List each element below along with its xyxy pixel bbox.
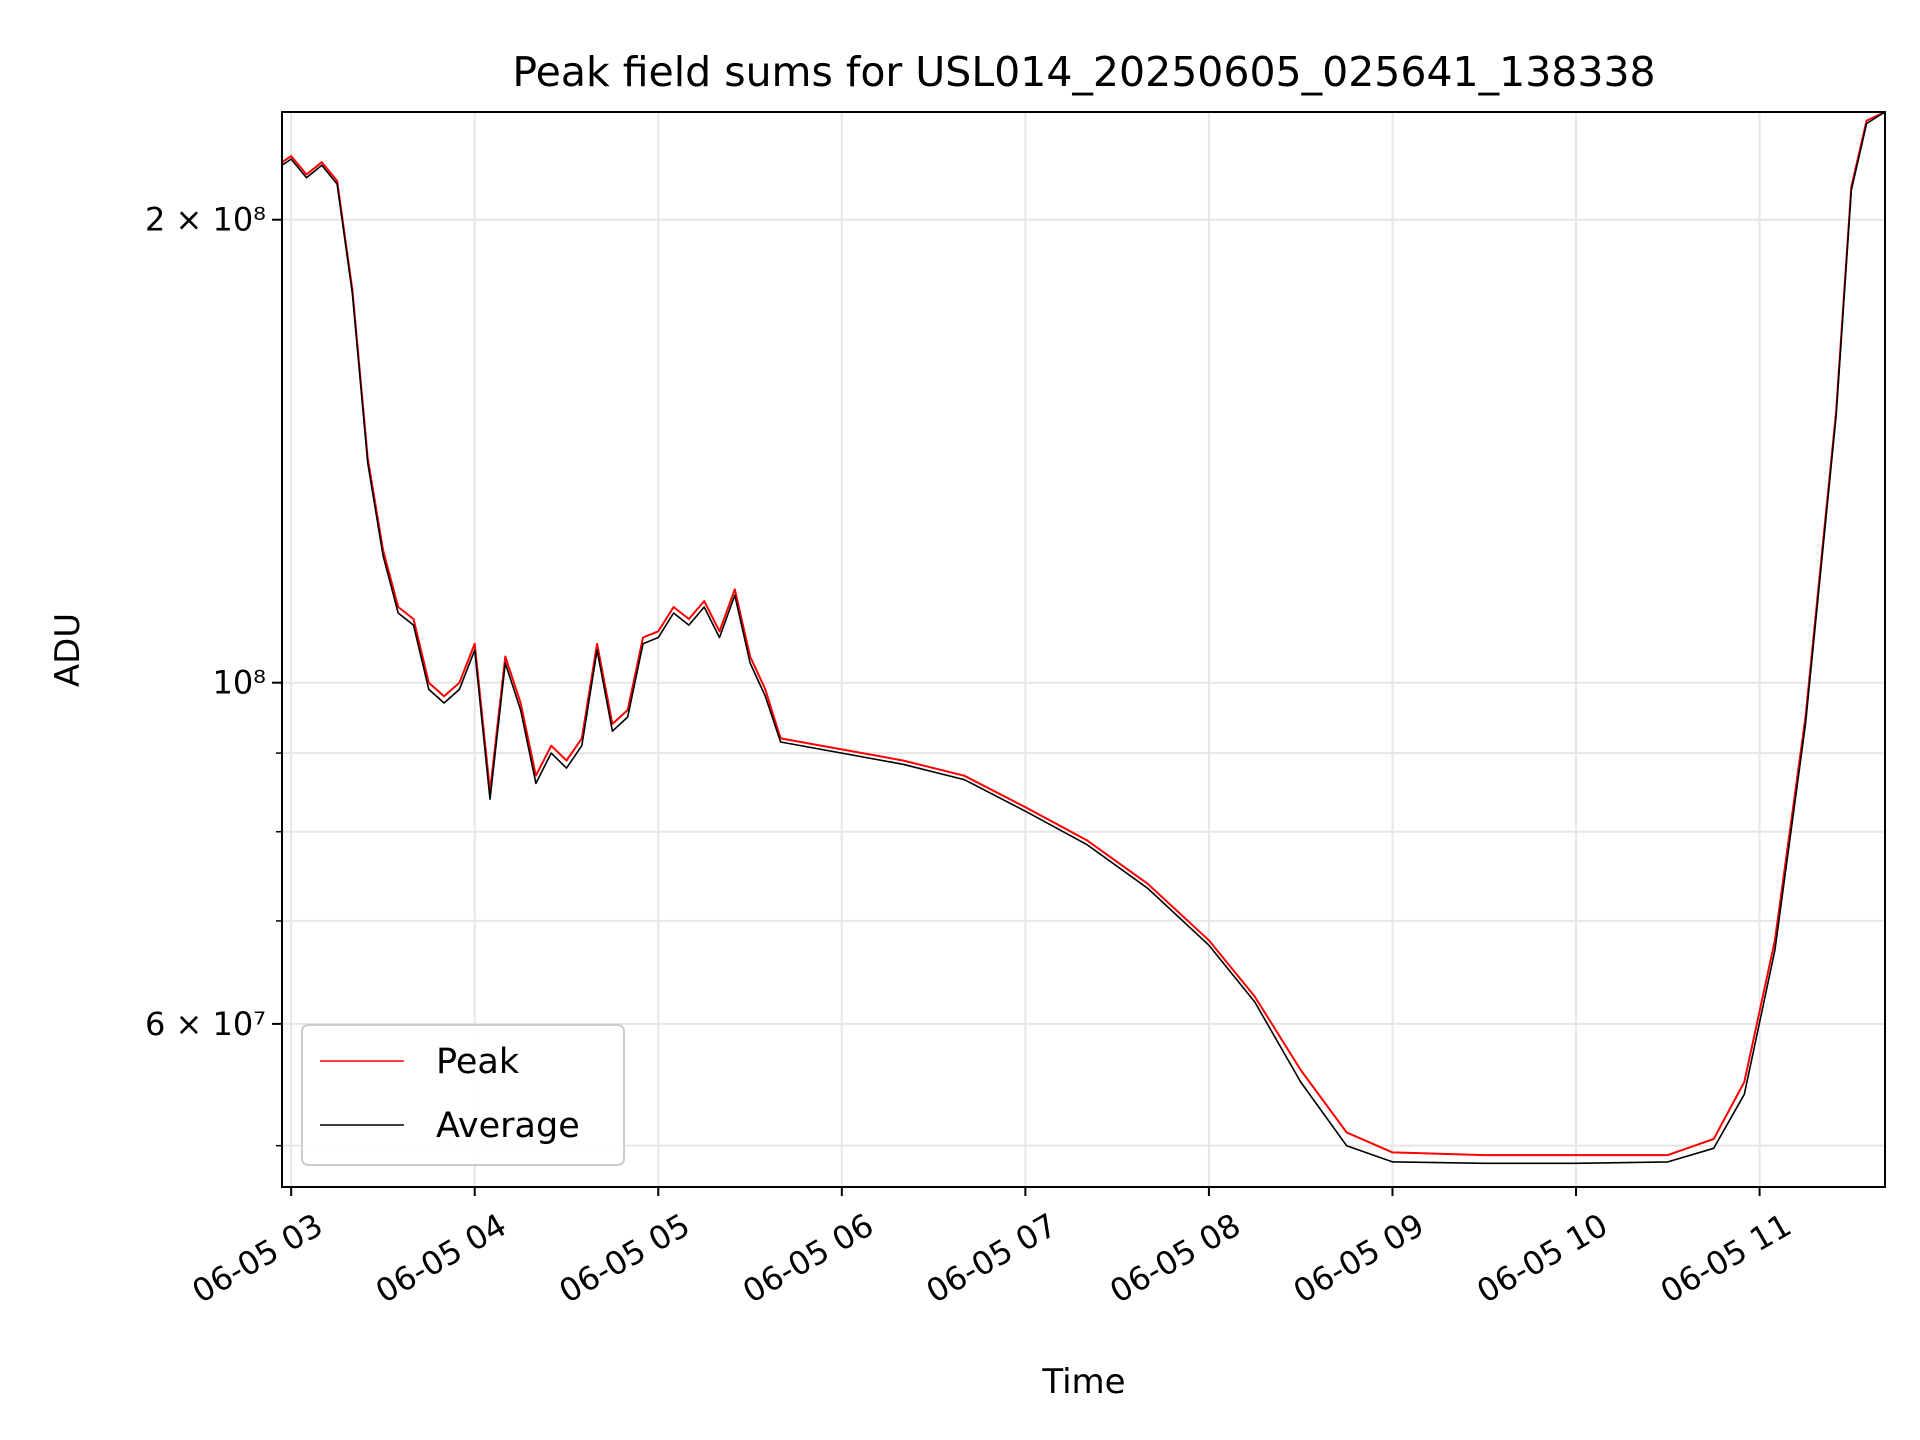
legend: Peak Average xyxy=(301,1024,625,1166)
series-line-peak xyxy=(281,111,1886,1157)
legend-label-average: Average xyxy=(436,1106,580,1146)
legend-label-peak: Peak xyxy=(436,1042,520,1082)
series-line-average xyxy=(281,111,1886,1165)
x-axis-label: Time xyxy=(1041,1362,1125,1402)
y-tick-label: 6 × 10⁷ xyxy=(145,1005,266,1043)
y-tick-label: 10⁸ xyxy=(212,664,266,702)
legend-box xyxy=(301,1024,625,1166)
y-tick-label: 2 × 10⁸ xyxy=(145,201,266,239)
chart-title: Peak field sums for USL014_20250605_0256… xyxy=(512,48,1655,96)
plot-series xyxy=(281,111,1886,1165)
grid-lines xyxy=(282,112,1885,1187)
plot-frame xyxy=(281,111,1886,1188)
y-axis-label: ADU xyxy=(48,613,88,687)
